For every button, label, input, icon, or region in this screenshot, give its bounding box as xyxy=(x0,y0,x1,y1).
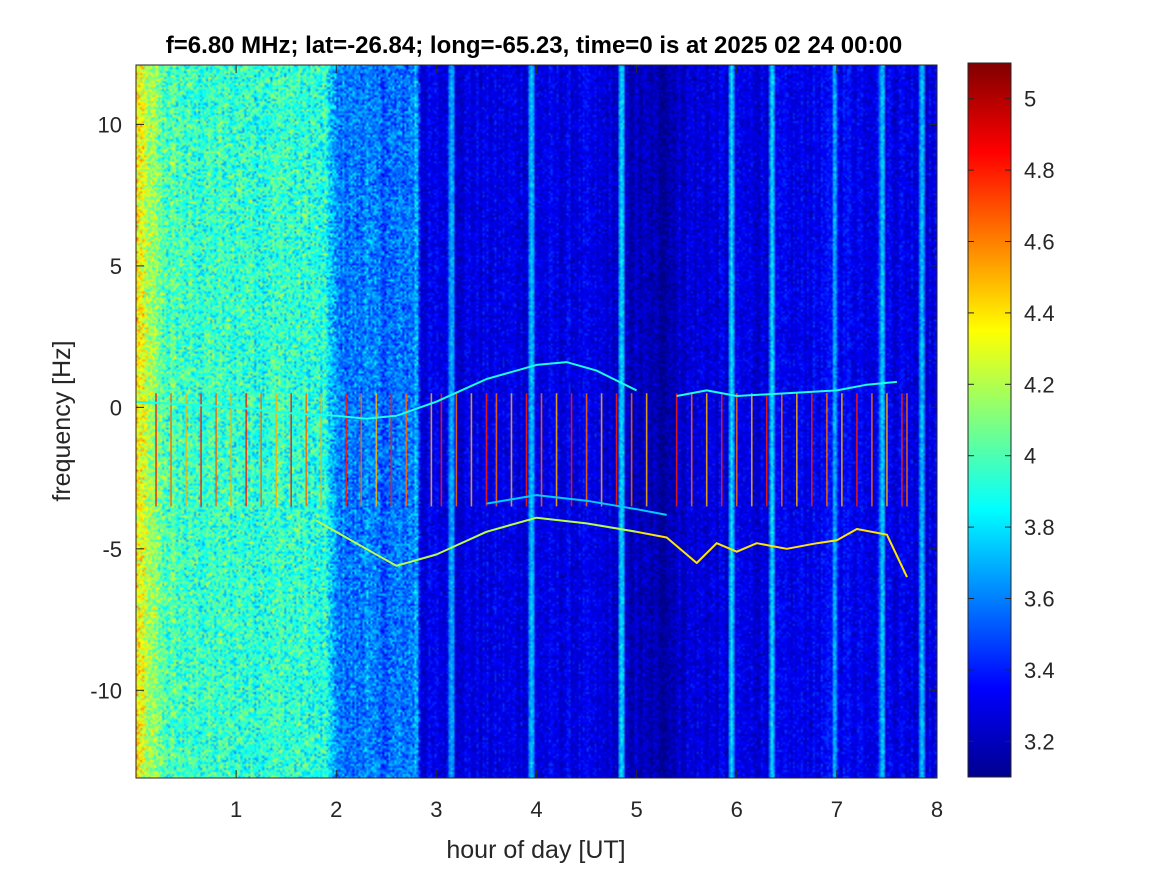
trace-line xyxy=(636,528,908,578)
x-tick-label: 8 xyxy=(931,797,943,822)
chart-title: f=6.80 MHz; lat=-26.84; long=-65.23, tim… xyxy=(166,32,902,59)
colorbar-tick-label: 4.4 xyxy=(1024,301,1055,326)
x-tick-label: 2 xyxy=(330,797,342,822)
y-axis-ticks: 10 5 0 -5 -10 xyxy=(90,112,937,703)
colorbar-tick-label: 4.2 xyxy=(1024,372,1055,397)
colorbar-tick-label: 5 xyxy=(1024,87,1036,112)
trace-layer xyxy=(136,361,908,578)
y-tick-label: 5 xyxy=(110,254,122,279)
colorbar-frame xyxy=(967,62,1012,778)
y-tick-label: -5 xyxy=(102,537,122,562)
x-tick-label: 1 xyxy=(230,797,242,822)
colorbar-gradient xyxy=(968,63,1011,777)
plot-area xyxy=(135,64,938,779)
x-axis-ticks: 1 2 3 4 5 6 7 8 xyxy=(230,65,943,822)
x-axis-label: hour of day [UT] xyxy=(446,836,625,864)
x-tick-label: 4 xyxy=(530,797,542,822)
x-tick-label: 5 xyxy=(631,797,643,822)
y-tick-label: 10 xyxy=(98,112,122,137)
spectrogram-image xyxy=(136,65,937,778)
y-axis-label: frequency [Hz] xyxy=(48,340,76,501)
colorbar-tick-label: 4.8 xyxy=(1024,158,1055,183)
x-tick-label: 6 xyxy=(731,797,743,822)
colorbar-tick-label: 4.6 xyxy=(1024,230,1055,255)
colorbar-ticks: 5 4.8 4.6 4.4 4.2 4 3.8 3.6 3.4 3.2 xyxy=(968,87,1055,754)
trace-line xyxy=(676,380,897,397)
colorbar-tick-label: 4 xyxy=(1024,444,1036,469)
colorbar-tick-label: 3.2 xyxy=(1024,729,1055,754)
colorbar-tick-label: 3.8 xyxy=(1024,515,1055,540)
y-tick-label: 0 xyxy=(110,395,122,420)
trace-line xyxy=(486,494,667,516)
colorbar: 5 4.8 4.6 4.4 4.2 4 3.8 3.6 3.4 3.2 xyxy=(967,62,1055,778)
trace-line xyxy=(315,516,637,567)
x-tick-label: 7 xyxy=(831,797,843,822)
colorbar-tick-label: 3.6 xyxy=(1024,587,1055,612)
colorbar-tick-label: 3.4 xyxy=(1024,658,1055,683)
trace-line xyxy=(136,361,638,420)
x-tick-label: 3 xyxy=(430,797,442,822)
y-tick-label: -10 xyxy=(90,678,122,703)
